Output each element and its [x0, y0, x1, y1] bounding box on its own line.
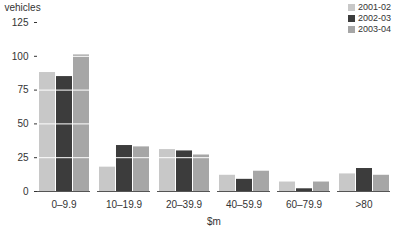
svg-text:0: 0: [23, 186, 29, 197]
svg-text:10–19.9: 10–19.9: [106, 199, 143, 210]
svg-text:125: 125: [12, 17, 29, 28]
html-text:2001-02: 2001-02: [358, 2, 391, 12]
html-text:2002-03: 2002-03: [358, 13, 391, 23]
svg-text:0–9.9: 0–9.9: [51, 199, 76, 210]
svg-text:75: 75: [17, 84, 29, 95]
svg-text:$m: $m: [207, 216, 221, 227]
svg-text:25: 25: [17, 152, 29, 163]
svg-text:vehicles: vehicles: [5, 2, 41, 13]
svg-text:100: 100: [12, 51, 29, 62]
svg-text:>80: >80: [356, 199, 373, 210]
svg-text:40–59.9: 40–59.9: [226, 199, 263, 210]
svg-text:60–79.9: 60–79.9: [286, 199, 323, 210]
svg-text:20–39.9: 20–39.9: [166, 199, 203, 210]
svg-text:50: 50: [17, 118, 29, 129]
html-text:2003-04: 2003-04: [358, 24, 391, 34]
